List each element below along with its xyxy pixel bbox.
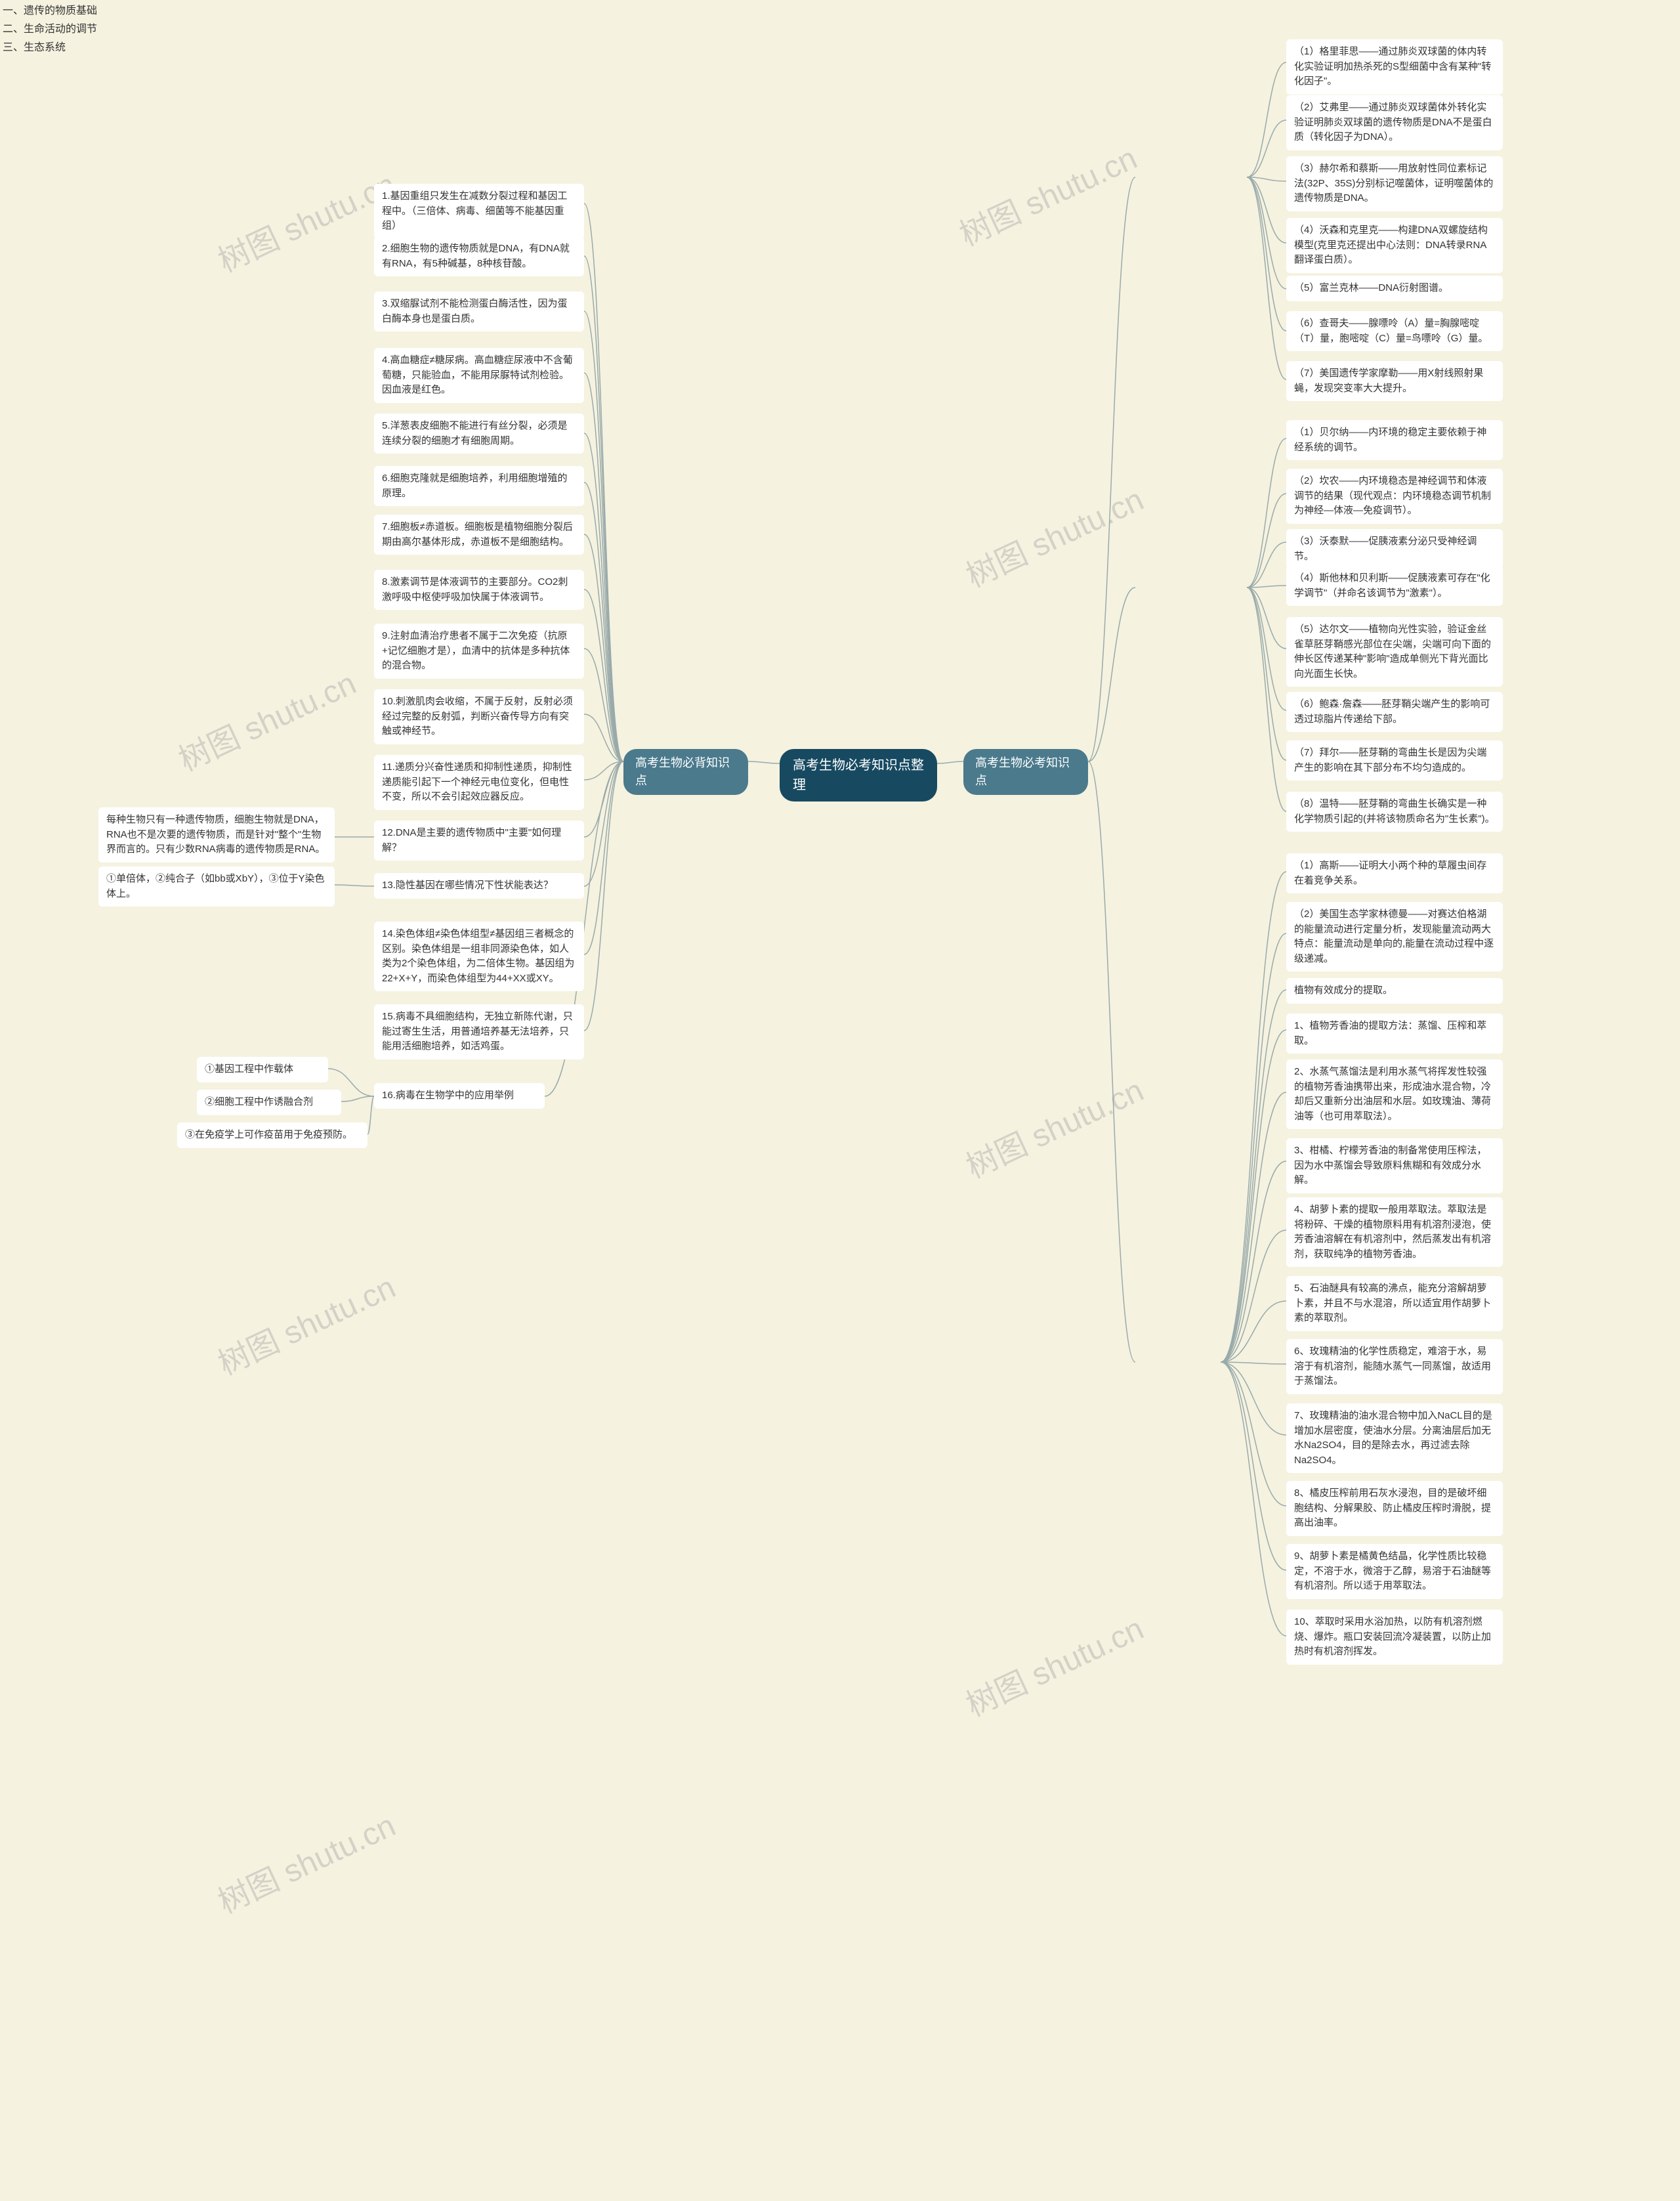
watermark: 树图 shutu.cn [957,1065,1150,1187]
right-section-3-item-6: 3、柑橘、柠檬芳香油的制备常使用压榨法，因为水中蒸馏会导致原料焦糊和有效成分水解… [1286,1138,1503,1193]
left-item-7: 7.细胞板≠赤道板。细胞板是植物细胞分裂后期由高尔基体形成，赤道板不是细胞结构。 [374,515,584,555]
left-item-11: 11.递质分兴奋性递质和抑制性递质，抑制性递质能引起下一个神经元电位变化，但电性… [374,755,584,810]
right-section-2-item-4: （4）斯他林和贝利斯——促胰液素可存在"化学调节"（并命名该调节为"激素"）。 [1286,566,1503,606]
left-item-15: 15.病毒不具细胞结构，无独立新陈代谢，只能过寄生生活，用普通培养基无法培养，只… [374,1004,584,1059]
watermark: 树图 shutu.cn [957,1603,1150,1725]
right-section-3-item-5: 2、水蒸气蒸馏法是利用水蒸气将挥发性较强的植物芳香油携带出来，形成油水混合物，冷… [1286,1059,1503,1129]
left-item-12: 12.DNA是主要的遗传物质中"主要"如何理解？ [374,821,584,861]
right-section-1-item-3: （3）赫尔希和蔡斯——用放射性同位素标记法(32P、35S)分别标记噬菌体，证明… [1286,156,1503,211]
left-item-16-child-2: ②细胞工程中作诱融合剂 [197,1090,341,1115]
right-section-3-item-13: 10、萃取时采用水浴加热，以防有机溶剂燃烧、爆炸。瓶口安装回流冷凝装置，以防止加… [1286,1610,1503,1665]
right-section-3-item-11: 8、橘皮压榨前用石灰水浸泡，目的是破坏细胞结构、分解果胶、防止橘皮压榨时滑脱，提… [1286,1481,1503,1536]
left-item-12-child-1: 每种生物只有一种遗传物质，细胞生物就是DNA，RNA也不是次要的遗传物质，而是针… [98,807,335,863]
left-item-5: 5.洋葱表皮细胞不能进行有丝分裂，必须是连续分裂的细胞才有细胞周期。 [374,414,584,454]
left-item-4: 4.高血糖症≠糖尿病。高血糖症尿液中不含葡萄糖，只能验血，不能用尿脲特试剂检验。… [374,348,584,403]
right-section-2-item-6: （6）鲍森·詹森——胚芽鞘尖端产生的影响可透过琼脂片传递给下部。 [1286,692,1503,732]
right-section-1-item-2: （2）艾弗里——通过肺炎双球菌体外转化实验证明肺炎双球菌的遗传物质是DNA不是蛋… [1286,95,1503,150]
left-item-2: 2.细胞生物的遗传物质就是DNA，有DNA就有RNA，有5种碱基，8种核苷酸。 [374,236,584,276]
right-section-3-item-9: 6、玫瑰精油的化学性质稳定，难溶于水，易溶于有机溶剂，能随水蒸气一同蒸馏，故适用… [1286,1339,1503,1394]
left-item-14: 14.染色体组≠染色体组型≠基因组三者概念的区别。染色体组是一组非同源染色体，如… [374,922,584,991]
right-section-3: 三、生态系统 [0,37,91,55]
left-item-6: 6.细胞克隆就是细胞培养，利用细胞增殖的原理。 [374,466,584,506]
right-section-2: 二、生命活动的调节 [0,18,117,37]
left-item-8: 8.激素调节是体液调节的主要部分。CO2刺激呼吸中枢使呼吸加快属于体液调节。 [374,570,584,610]
left-item-9: 9.注射血清治疗患者不属于二次免疫（抗原+记忆细胞才是），血清中的抗体是多种抗体… [374,624,584,679]
right-section-2-item-5: （5）达尔文——植物向光性实验，验证金丝雀草胚芽鞘感光部位在尖端，尖端可向下面的… [1286,617,1503,687]
watermark: 树图 shutu.cn [170,658,362,780]
left-item-3: 3.双缩脲试剂不能检测蛋白酶活性，因为蛋白酶本身也是蛋白质。 [374,291,584,331]
right-section-3-item-4: 1、植物芳香油的提取方法：蒸馏、压榨和萃取。 [1286,1014,1503,1054]
watermark: 树图 shutu.cn [209,1262,402,1384]
watermark: 树图 shutu.cn [209,1800,402,1922]
left-category: 高考生物必背知识点 [623,749,748,795]
right-section-2-item-2: （2）坎农——内环境稳态是神经调节和体液调节的结果（现代观点：内环境稳态调节机制… [1286,469,1503,524]
left-item-10: 10.刺激肌肉会收缩，不属于反射，反射必须经过完整的反射弧，判断兴奋传导方向有突… [374,689,584,744]
right-section-3-item-12: 9、胡萝卜素是橘黄色结晶，化学性质比较稳定，不溶于水，微溶于乙醇，易溶于石油醚等… [1286,1544,1503,1599]
right-section-2-item-1: （1）贝尔纳——内环境的稳定主要依赖于神经系统的调节。 [1286,420,1503,460]
left-item-13: 13.隐性基因在哪些情况下性状能表达？ [374,873,584,899]
right-section-3-item-2: （2）美国生态学家林德曼——对赛达伯格湖的能量流动进行定量分析，发现能量流动两大… [1286,902,1503,972]
right-section-2-item-8: （8）温特——胚芽鞘的弯曲生长确实是一种化学物质引起的(并将该物质命名为"生长素… [1286,792,1503,832]
right-section-2-item-3: （3）沃泰默——促胰液素分泌只受神经调节。 [1286,529,1503,569]
watermark: 树图 shutu.cn [209,159,402,281]
left-item-16: 16.病毒在生物学中的应用举例 [374,1083,545,1109]
right-section-1: 一、遗传的物质基础 [0,0,117,18]
watermark: 树图 shutu.cn [951,133,1143,255]
right-section-2-item-7: （7）拜尔——胚芽鞘的弯曲生长是因为尖端产生的影响在其下部分布不均匀造成的。 [1286,740,1503,780]
right-section-3-item-8: 5、石油醚具有较高的沸点，能充分溶解胡萝卜素，并且不与水混溶，所以适宜用作胡萝卜… [1286,1276,1503,1331]
left-item-16-child-3: ③在免疫学上可作疫苗用于免疫预防。 [177,1122,368,1148]
right-section-1-item-5: （5）富兰克林——DNA衍射图谱。 [1286,276,1503,301]
left-item-16-child-1: ①基因工程中作载体 [197,1057,328,1082]
root-node: 高考生物必考知识点整理 [780,749,937,801]
left-item-1: 1.基因重组只发生在减数分裂过程和基因工程中。（三倍体、病毒、细菌等不能基因重组… [374,184,584,239]
right-section-3-item-10: 7、玫瑰精油的油水混合物中加入NaCL目的是增加水层密度，使油水分层。分离油层后… [1286,1403,1503,1473]
right-section-3-item-1: （1）高斯——证明大小两个种的草履虫间存在着竞争关系。 [1286,853,1503,893]
right-section-1-item-4: （4）沃森和克里克——构建DNA双螺旋结构模型(克里克还提出中心法则：DNA转录… [1286,218,1503,273]
right-section-1-item-1: （1）格里菲思——通过肺炎双球菌的体内转化实验证明加热杀死的S型细菌中含有某种"… [1286,39,1503,95]
right-section-1-item-6: （6）查哥夫——腺嘌呤（A）量=胸腺嘧啶（T）量，胞嘧啶（C）量=鸟嘌呤（G）量… [1286,311,1503,351]
right-section-1-item-7: （7）美国遗传学家摩勒——用X射线照射果蝇，发现突变率大大提升。 [1286,361,1503,401]
right-section-3-item-3: 植物有效成分的提取。 [1286,978,1503,1004]
watermark: 树图 shutu.cn [957,474,1150,596]
right-section-3-item-7: 4、胡萝卜素的提取一般用萃取法。萃取法是将粉碎、干燥的植物原料用有机溶剂浸泡，使… [1286,1197,1503,1267]
right-category: 高考生物必考知识点 [963,749,1088,795]
left-item-13-child-1: ①单倍体，②纯合子（如bb或XbY），③位于Y染色体上。 [98,866,335,907]
